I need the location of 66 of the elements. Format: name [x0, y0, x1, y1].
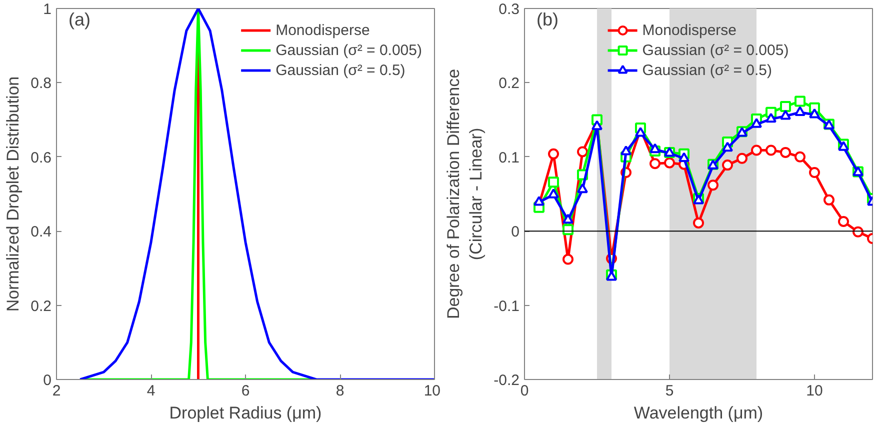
- point: [766, 144, 776, 156]
- y-tick-label: 0.2: [30, 298, 52, 315]
- y-tick-label: 0: [511, 224, 520, 241]
- x-tick-label: 2: [52, 382, 61, 400]
- x-tick-label: 5: [665, 382, 674, 400]
- point: [780, 100, 791, 112]
- point: [534, 196, 544, 206]
- y-tick-label: 0.2: [498, 75, 520, 92]
- point: [577, 146, 588, 158]
- x-tick-label: 8: [336, 382, 344, 400]
- legend-label: Gaussian (σ² = 0.5): [642, 62, 772, 78]
- point: [664, 157, 675, 168]
- x-tick-label: 10: [424, 382, 441, 400]
- legend-label: Gaussian (σ² = 0.5): [276, 62, 406, 78]
- point: [722, 160, 733, 171]
- point: [838, 216, 849, 227]
- x-tick-label: 6: [241, 382, 250, 400]
- point: [751, 144, 762, 156]
- legend-label: Monodisperse: [276, 22, 370, 38]
- x-axis-title: Droplet Radius (μm): [169, 404, 322, 422]
- point: [794, 96, 806, 107]
- point: [678, 152, 690, 162]
- point: [838, 141, 849, 151]
- y-tick-label: -0.1: [494, 298, 520, 315]
- legend-label: Gaussian (σ² = 0.005): [642, 42, 789, 58]
- point: [548, 188, 559, 198]
- point: [751, 118, 762, 128]
- x-axis-title: Wavelength (μm): [634, 404, 764, 422]
- x-tick-label: 10: [806, 382, 823, 400]
- y-tick-label: 0: [43, 372, 52, 389]
- y-axis-title: Degree of Polarization Difference (Circular - Linear): [444, 68, 486, 320]
- x-tick-label: 4: [146, 382, 156, 400]
- y-tick-label: 0.1: [498, 149, 520, 166]
- point: [736, 152, 748, 164]
- point: [794, 106, 806, 116]
- y-tick-label: 0.6: [30, 149, 52, 166]
- point: [577, 183, 588, 194]
- y-tick-label: -0.2: [494, 372, 520, 389]
- point: [650, 158, 660, 170]
- legend-label: Monodisperse: [642, 22, 737, 38]
- point: [548, 148, 559, 160]
- point: [635, 126, 646, 137]
- point: [592, 120, 602, 130]
- point: [693, 217, 704, 228]
- point: [809, 166, 820, 178]
- point: [780, 110, 791, 120]
- y-tick-label: 0.8: [30, 75, 52, 92]
- point: [780, 146, 791, 158]
- y-tick-label: 0.3: [498, 1, 520, 18]
- point: [766, 112, 776, 123]
- point: [620, 146, 632, 156]
- point: [562, 214, 574, 224]
- point: [794, 151, 806, 162]
- point: [708, 180, 718, 191]
- point: [824, 194, 834, 206]
- point: [562, 254, 574, 265]
- annotation: (b): [536, 10, 558, 30]
- y-tick-label: 0.4: [30, 224, 52, 241]
- y-tick-label: 1: [43, 1, 52, 18]
- point: [548, 176, 559, 188]
- annotation: (a): [68, 10, 90, 30]
- legend-label: Gaussian (σ² = 0.005): [276, 42, 422, 58]
- point: [722, 142, 733, 152]
- point: [650, 143, 660, 154]
- y-axis-title: Normalized Droplet Distribution: [4, 76, 23, 312]
- point: [809, 108, 820, 118]
